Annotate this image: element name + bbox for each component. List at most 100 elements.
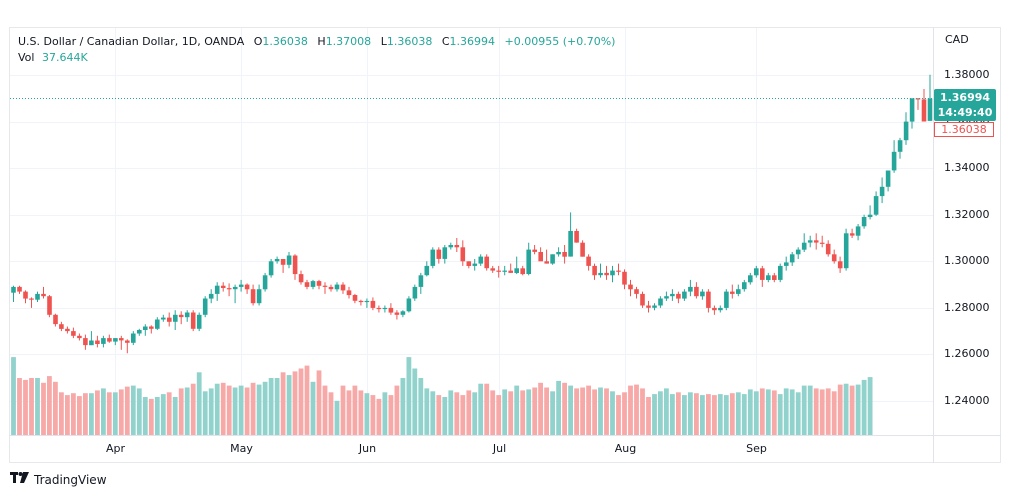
volume-bars bbox=[11, 357, 873, 436]
volume-bar bbox=[694, 393, 699, 435]
volume-bar bbox=[101, 388, 106, 435]
candles bbox=[11, 74, 933, 354]
volume-bar bbox=[142, 397, 148, 435]
volume-bar bbox=[136, 388, 142, 435]
vol-label: Vol bbox=[18, 51, 35, 64]
volume-bar bbox=[160, 394, 166, 435]
candle bbox=[382, 305, 388, 313]
volume-bar bbox=[526, 389, 532, 435]
candle-body bbox=[742, 282, 747, 290]
candle bbox=[436, 247, 442, 264]
volume-bar bbox=[592, 389, 597, 435]
candle bbox=[867, 205, 873, 220]
candle bbox=[149, 325, 154, 334]
time-tick-label: Jul bbox=[492, 442, 507, 455]
candle-body bbox=[622, 271, 627, 285]
volume-bar bbox=[214, 383, 220, 435]
high-value: 1.37008 bbox=[325, 35, 372, 48]
candle-body bbox=[664, 296, 669, 299]
candle bbox=[190, 310, 196, 332]
candle-body bbox=[831, 254, 837, 262]
candle-body bbox=[77, 335, 82, 339]
volume-bar bbox=[753, 391, 759, 435]
volume-bar bbox=[514, 385, 520, 435]
price-tick-label: 1.28000 bbox=[944, 300, 990, 314]
symbol-title[interactable]: U.S. Dollar / Canadian Dollar, 1D, OANDA bbox=[18, 35, 245, 48]
change-value: +0.00955 (+0.70%) bbox=[504, 35, 616, 48]
candle bbox=[226, 283, 232, 297]
candle bbox=[592, 263, 597, 280]
candle-body bbox=[232, 286, 238, 290]
candle-body bbox=[682, 291, 687, 299]
volume-bar bbox=[634, 384, 639, 435]
volume-bar bbox=[688, 392, 693, 436]
volume-bar bbox=[412, 368, 418, 435]
candle-body bbox=[520, 268, 525, 275]
candle-body bbox=[574, 231, 579, 243]
candle bbox=[670, 289, 675, 301]
tradingview-brand[interactable]: TradingView bbox=[10, 472, 107, 488]
candle bbox=[472, 259, 478, 271]
candle bbox=[119, 335, 124, 350]
candle bbox=[358, 299, 364, 306]
candle-body bbox=[652, 305, 657, 308]
volume-bar bbox=[65, 395, 70, 435]
candle bbox=[23, 290, 28, 304]
volume-bar bbox=[244, 387, 250, 435]
volume-bar bbox=[717, 394, 723, 435]
candle bbox=[184, 310, 190, 322]
candle bbox=[879, 177, 885, 204]
candle-body bbox=[460, 247, 466, 262]
volume-bar bbox=[238, 385, 244, 435]
legend-volume-row: Vol 37.644K bbox=[18, 50, 615, 66]
candle bbox=[232, 284, 238, 304]
candle-body bbox=[143, 326, 148, 330]
tradingview-name: TradingView bbox=[34, 473, 107, 487]
price-tick-label: 1.38000 bbox=[944, 67, 990, 81]
candle-body bbox=[184, 312, 190, 318]
candle-body bbox=[107, 338, 112, 342]
volume-bar bbox=[77, 396, 82, 435]
candle-body bbox=[891, 151, 897, 171]
candle bbox=[238, 279, 244, 292]
volume-bar bbox=[574, 388, 579, 435]
candle bbox=[502, 265, 507, 276]
candle-body bbox=[885, 170, 891, 187]
candle-body bbox=[562, 252, 567, 257]
candle bbox=[202, 296, 208, 318]
volume-bar bbox=[394, 385, 400, 435]
candle-body bbox=[658, 298, 663, 306]
candle bbox=[47, 295, 52, 318]
candle-body bbox=[748, 275, 753, 283]
time-tick-label: Aug bbox=[614, 442, 637, 455]
volume-bar bbox=[124, 386, 130, 436]
candle-body bbox=[161, 317, 166, 320]
candle bbox=[370, 297, 376, 311]
candle bbox=[598, 263, 603, 278]
candle-body bbox=[448, 245, 454, 248]
candle bbox=[891, 140, 897, 173]
volume-bar bbox=[801, 385, 807, 435]
candle-body bbox=[220, 285, 226, 288]
candle bbox=[772, 272, 777, 283]
volume-bar bbox=[448, 390, 454, 435]
candle bbox=[568, 212, 573, 257]
candle-body bbox=[526, 249, 531, 274]
currency-unit-label[interactable]: CAD bbox=[945, 33, 969, 46]
volume-bar bbox=[106, 392, 112, 436]
low-label: L bbox=[380, 35, 387, 48]
candle bbox=[508, 263, 513, 273]
volume-bar bbox=[304, 365, 310, 435]
volume-bar bbox=[777, 394, 783, 435]
volume-bar bbox=[418, 378, 424, 435]
candle-body bbox=[214, 285, 220, 294]
volume-bar bbox=[232, 387, 238, 435]
candle-body bbox=[766, 275, 771, 280]
candle bbox=[825, 240, 831, 257]
volume-bar bbox=[472, 392, 478, 436]
candle bbox=[712, 305, 717, 315]
open-value: 1.36038 bbox=[262, 35, 308, 48]
candle bbox=[406, 296, 412, 313]
volume-bar bbox=[226, 385, 232, 435]
